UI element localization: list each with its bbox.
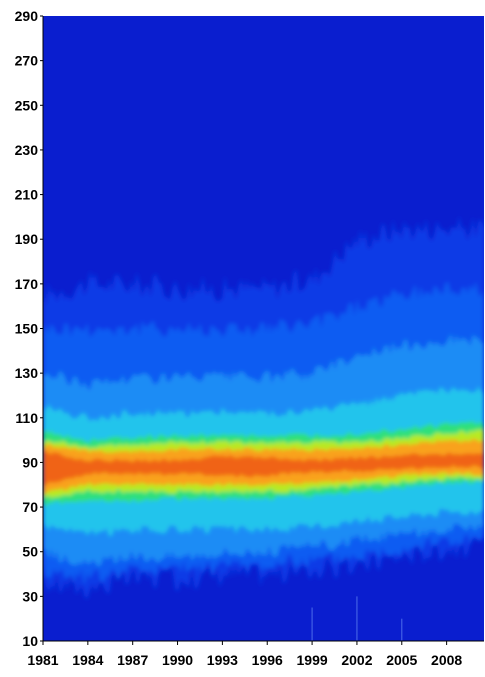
x-tick-label: 1981: [27, 652, 58, 668]
y-tick-label: 30: [22, 588, 38, 604]
band-red: [43, 451, 484, 486]
y-tick-label: 110: [15, 410, 38, 426]
y-tick-label: 70: [22, 499, 38, 515]
y-tick-label: 250: [15, 97, 39, 113]
plot-area: [43, 16, 484, 641]
y-tick-label: 270: [15, 53, 39, 69]
x-tick-label: 2005: [386, 652, 417, 668]
y-tick-label: 10: [22, 633, 38, 649]
x-tick-label: 1996: [252, 652, 283, 668]
x-tick-label: 1987: [117, 652, 148, 668]
axis-lines: [42, 16, 484, 642]
x-tick-label: 1990: [162, 652, 193, 668]
y-tick-label: 230: [15, 142, 39, 158]
density-bands: [43, 216, 484, 600]
x-tick-label: 2002: [341, 652, 372, 668]
y-axis: 10 30 50 70 90 110 130 150 170 190 210 230 250 270 290: [15, 8, 43, 649]
y-tick-label: 290: [15, 8, 39, 24]
y-tick-label: 170: [15, 276, 39, 292]
x-axis: 1981 1984 1987 1990 1993 1996 1999 2002 2005 2008: [27, 641, 462, 668]
x-tick-label: 1993: [207, 652, 238, 668]
y-tick-label: 130: [15, 365, 39, 381]
faint-spikes: [311, 596, 403, 641]
y-tick-label: 150: [15, 321, 39, 337]
y-tick-label: 190: [15, 231, 39, 247]
y-tick-label: 90: [22, 454, 38, 470]
x-tick-label: 1984: [72, 652, 103, 668]
x-tick-label: 1999: [297, 652, 328, 668]
y-tick-label: 50: [22, 544, 38, 560]
x-tick-label: 2008: [431, 652, 462, 668]
y-tick-label: 210: [15, 187, 39, 203]
